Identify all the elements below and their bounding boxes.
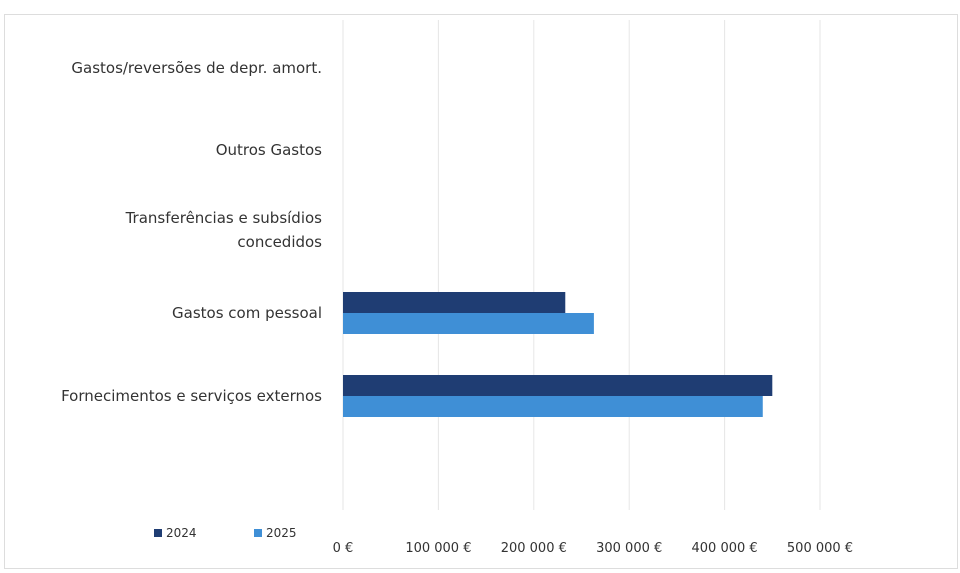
legend-swatch-2024 (154, 529, 162, 537)
x-tick-label: 0 € (333, 541, 354, 556)
category-label: Outros Gastos (216, 141, 322, 159)
legend: 2024 2025 (154, 526, 297, 540)
bar-2024 (343, 292, 566, 313)
grid-lines (342, 20, 821, 510)
category-label: concedidos (237, 233, 322, 251)
bar-2025 (343, 313, 594, 334)
category-labels: Gastos/reversões de depr. amort. Outros G… (61, 59, 322, 405)
x-tick-label: 500 000 € (787, 541, 853, 556)
category-label: Transferências e subsídios (125, 209, 323, 227)
x-tick-label: 200 000 € (501, 541, 567, 556)
x-tick-label: 300 000 € (596, 541, 662, 556)
chart-frame (4, 14, 958, 569)
x-axis-tick-labels: 0 € 100 000 € 200 000 € 300 000 € 400 000 € 5… (333, 541, 853, 556)
legend-label: 2024 (166, 526, 197, 540)
legend-label: 2025 (266, 526, 297, 540)
category-label: Gastos/reversões de depr. amort. (71, 59, 322, 77)
category-label: Fornecimentos e serviços externos (61, 387, 322, 405)
legend-swatch-2025 (254, 529, 262, 537)
bar-2024 (343, 375, 773, 396)
bar-2025 (343, 396, 763, 417)
bars (343, 292, 773, 417)
category-label: Gastos com pessoal (172, 304, 322, 322)
x-tick-label: 400 000 € (692, 541, 758, 556)
x-tick-label: 100 000 € (405, 541, 471, 556)
